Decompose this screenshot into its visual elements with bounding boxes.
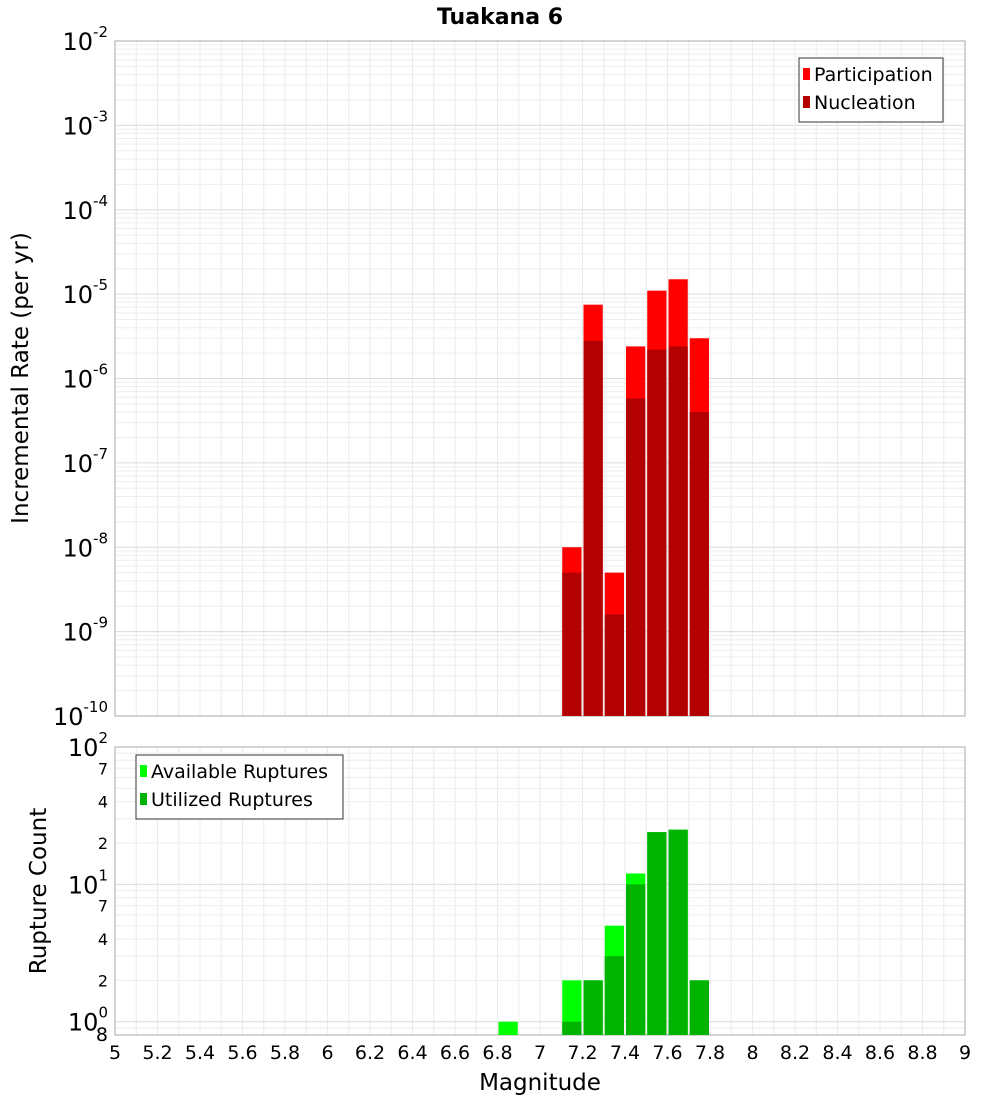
legend-swatch xyxy=(803,68,810,80)
y-tick-label: 102 xyxy=(68,729,108,762)
x-tick-label: 9 xyxy=(959,1042,971,1064)
legend-label: Available Ruptures xyxy=(151,761,328,783)
bar-nucleation xyxy=(604,614,624,716)
legend-box xyxy=(798,57,944,123)
y-tick-label: 10-8 xyxy=(62,529,108,562)
x-tick-label: 6.2 xyxy=(355,1042,385,1064)
x-tick-label: 8.6 xyxy=(865,1042,895,1064)
bar-nucleation xyxy=(626,398,646,716)
count-legend: Available Ruptures Utilized Ruptures xyxy=(135,754,344,820)
y-tick-label-minor: 2 xyxy=(98,834,108,853)
y-tick-label-minor: 7 xyxy=(98,897,108,916)
y-tick-label: 10-3 xyxy=(62,107,108,140)
x-tick-label: 5 xyxy=(109,1042,121,1064)
y-tick-label: 100 xyxy=(68,1004,108,1037)
rate-bars xyxy=(562,279,709,716)
bar-utilized-ruptures xyxy=(562,1021,582,1035)
x-tick-label: 5.4 xyxy=(185,1042,215,1064)
y-tick-label: 10-7 xyxy=(62,445,108,478)
count-y-axis-label: Rupture Count xyxy=(26,808,52,974)
y-tick-label-minor: 7 xyxy=(98,759,108,778)
count-bars xyxy=(498,829,709,1035)
y-tick-label: 10-2 xyxy=(62,23,108,56)
y-tick-label: 10-10 xyxy=(53,698,108,731)
legend-label: Nucleation xyxy=(814,92,916,114)
bar-utilized-ruptures xyxy=(647,832,667,1035)
bar-utilized-ruptures xyxy=(626,884,646,1035)
x-tick-label: 7.8 xyxy=(695,1042,725,1064)
rate-legend: Participation Nucleation xyxy=(798,57,944,123)
bar-nucleation xyxy=(668,346,688,716)
y-tick-label-minor: 2 xyxy=(98,971,108,990)
legend-box xyxy=(135,754,344,820)
bar-available-ruptures xyxy=(498,1021,518,1035)
x-tick-label: 6.4 xyxy=(397,1042,427,1064)
x-tick-label: 7.2 xyxy=(567,1042,597,1064)
bar-utilized-ruptures xyxy=(689,980,709,1035)
y-tick-label: 10-6 xyxy=(62,361,108,394)
legend-swatch xyxy=(140,765,147,777)
x-tick-label: 6.6 xyxy=(440,1042,470,1064)
bar-utilized-ruptures xyxy=(668,829,688,1035)
x-tick-label: 8.8 xyxy=(907,1042,937,1064)
x-tick-label: 5.6 xyxy=(227,1042,257,1064)
bar-utilized-ruptures xyxy=(583,980,603,1035)
x-tick-labels: 5 5.2 5.4 5.6 5.8 6 6.2 6.4 6.6 6.8 7 7.2 7.4 7.6 7.8 8… xyxy=(109,1042,971,1064)
rate-panel: 10-10 10-9 10-8 10-7 10-6 10-5 10-4 10-3 10-2 In… xyxy=(8,23,966,731)
rate-plot-frame xyxy=(114,40,966,717)
x-tick-label: 5.2 xyxy=(142,1042,172,1064)
bar-utilized-ruptures xyxy=(604,956,624,1035)
y-tick-label: 101 xyxy=(68,866,108,899)
y-tick-label: 10-9 xyxy=(62,614,108,647)
legend-swatch xyxy=(803,96,810,108)
bar-nucleation xyxy=(562,572,582,716)
x-tick-label: 7.4 xyxy=(610,1042,640,1064)
bar-nucleation xyxy=(689,412,709,716)
legend-swatch xyxy=(140,793,147,805)
y-tick-label-minor: 4 xyxy=(98,930,108,949)
y-tick-label: 10-5 xyxy=(62,276,108,309)
count-y-tick-labels: 100 101 102 8 2 4 7 2 4 7 xyxy=(68,729,108,1046)
x-tick-label: 8 xyxy=(746,1042,758,1064)
rate-y-tick-labels: 10-10 10-9 10-8 10-7 10-6 10-5 10-4 10-3 10-2 xyxy=(53,23,108,731)
x-tick-label: 8.4 xyxy=(822,1042,852,1064)
y-tick-label-minor: 8 xyxy=(96,1024,108,1046)
x-tick-label: 6.8 xyxy=(482,1042,512,1064)
x-tick-label: 7 xyxy=(534,1042,546,1064)
legend-label: Utilized Ruptures xyxy=(151,789,313,811)
chart-title: Tuakana 6 xyxy=(437,5,563,30)
bar-nucleation xyxy=(583,340,603,716)
x-tick-label: 6 xyxy=(321,1042,333,1064)
bar-available-ruptures xyxy=(562,980,582,1035)
count-panel: 100 101 102 8 2 4 7 2 4 7 Rupture Count Available… xyxy=(26,729,966,1046)
rate-gridlines xyxy=(114,41,966,717)
x-tick-label: 8.2 xyxy=(780,1042,810,1064)
y-tick-label-minor: 4 xyxy=(98,793,108,812)
x-tick-label: 7.6 xyxy=(652,1042,682,1064)
bar-nucleation xyxy=(647,349,667,716)
count-plot-frame xyxy=(114,746,966,1036)
x-tick-label: 5.8 xyxy=(270,1042,300,1064)
legend-label: Participation xyxy=(814,64,933,86)
x-axis-label: Magnitude xyxy=(479,1070,601,1096)
rate-y-axis-label: Incremental Rate (per yr) xyxy=(8,232,34,524)
y-tick-label: 10-4 xyxy=(62,192,108,225)
